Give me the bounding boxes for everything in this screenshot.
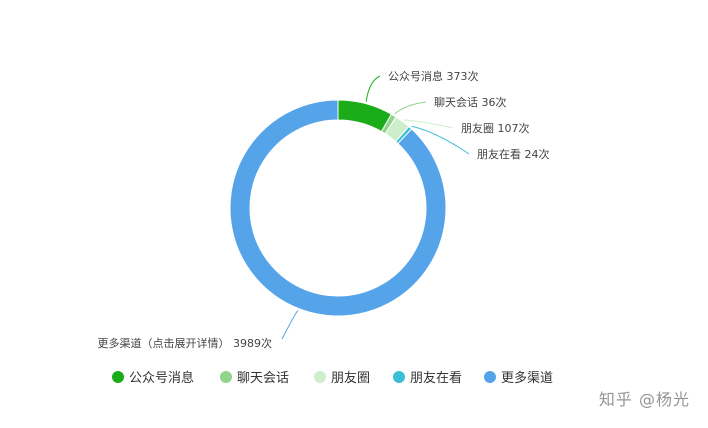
slice-gongzhonghao[interactable]	[337, 99, 393, 133]
legend-label-zaikan: 朋友在看	[410, 370, 462, 386]
legend-item-gongzhonghao[interactable]: 公众号消息	[112, 370, 194, 386]
legend-item-chat[interactable]: 聊天会话	[220, 371, 289, 386]
slice-more[interactable]	[229, 99, 447, 317]
legend-marker-chat	[220, 371, 232, 383]
slice-label-gongzhonghao: 公众号消息 373次	[388, 69, 479, 83]
legend-marker-zaikan	[393, 371, 405, 383]
legend-marker-moments	[314, 371, 326, 383]
legend-item-zaikan[interactable]: 朋友在看	[393, 370, 462, 386]
legend-item-more[interactable]: 更多渠道	[484, 370, 553, 386]
chart-legend: 公众号消息 聊天会话 朋友圈 朋友在看 更多渠道	[112, 370, 553, 386]
donut-slices	[229, 99, 447, 317]
leader-line-more	[281, 310, 299, 340]
watermark: 知乎 @杨光	[598, 390, 690, 409]
leader-line-gongzhonghao	[365, 75, 381, 102]
legend-label-moments: 朋友圈	[331, 370, 370, 386]
label-leader-lines	[281, 75, 470, 340]
legend-marker-more	[484, 371, 496, 383]
slice-label-moments: 朋友圈 107次	[461, 121, 530, 135]
legend-item-moments[interactable]: 朋友圈	[314, 370, 370, 386]
leader-line-moments	[403, 119, 454, 129]
slice-label-chat: 聊天会话 36次	[434, 95, 507, 109]
legend-label-gongzhonghao: 公众号消息	[129, 370, 194, 386]
slice-label-more: 更多渠道（点击展开详情） 3989次	[98, 336, 273, 350]
legend-marker-gongzhonghao	[112, 371, 124, 383]
leader-line-chat	[394, 101, 427, 115]
leader-line-zaikan	[411, 125, 470, 155]
legend-label-more: 更多渠道	[501, 370, 553, 386]
legend-label-chat: 聊天会话	[237, 371, 289, 386]
slice-label-zaikan: 朋友在看 24次	[477, 147, 550, 161]
